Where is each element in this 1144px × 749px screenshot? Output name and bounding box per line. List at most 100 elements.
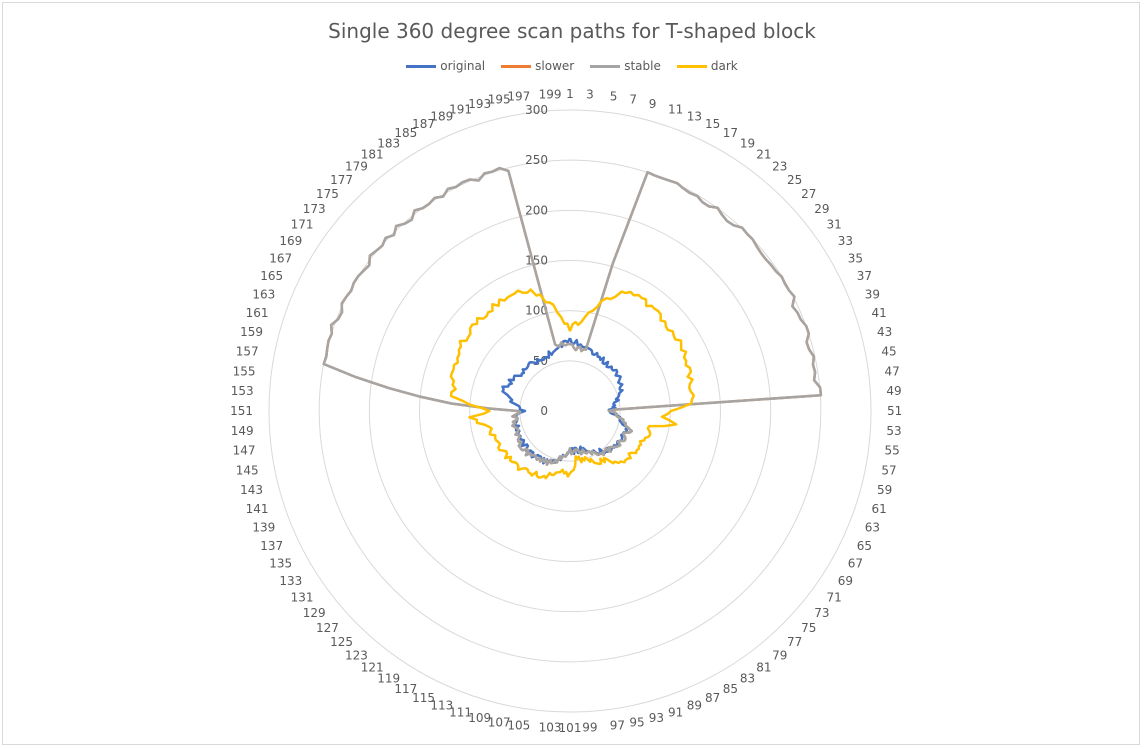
category-tick-label: 171 — [291, 218, 314, 232]
category-tick-label: 13 — [687, 109, 702, 123]
category-tick-label: 155 — [233, 364, 256, 378]
chart-title: Single 360 degree scan paths for T-shape… — [328, 19, 816, 43]
category-tick-label: 69 — [838, 574, 853, 588]
grid-circle — [318, 159, 822, 663]
category-tick-label: 55 — [885, 444, 900, 458]
category-tick-label: 99 — [582, 720, 597, 734]
category-tick-label: 83 — [740, 672, 755, 686]
legend-label-slower: slower — [535, 59, 575, 73]
category-tick-label: 157 — [236, 345, 259, 359]
category-tick-label: 159 — [240, 325, 263, 339]
category-tick-label: 147 — [233, 444, 256, 458]
grid-circle — [268, 109, 872, 713]
legend-label-stable: stable — [624, 59, 661, 73]
category-tick-label: 67 — [848, 557, 863, 571]
category-tick-label: 17 — [723, 126, 738, 140]
category-tick-label: 107 — [488, 715, 511, 729]
category-tick-label: 163 — [252, 287, 275, 301]
category-tick-label: 149 — [231, 424, 254, 438]
category-tick-label: 29 — [814, 202, 829, 216]
category-tick-label: 135 — [269, 557, 292, 571]
category-tick-label: 109 — [468, 711, 491, 725]
legend-swatch-dark — [676, 64, 707, 68]
category-tick-label: 5 — [610, 90, 618, 104]
category-tick-label: 187 — [412, 117, 435, 131]
category-tick-label: 93 — [649, 711, 664, 725]
radial-tick-label: 150 — [525, 254, 548, 268]
category-tick-label: 47 — [885, 364, 900, 378]
category-tick-label: 81 — [756, 661, 771, 675]
category-tick-label: 43 — [877, 325, 892, 339]
category-tick-label: 41 — [872, 306, 887, 320]
legend: original slower stable dark — [3, 59, 1141, 73]
category-tick-label: 137 — [260, 539, 283, 553]
category-tick-label: 105 — [507, 719, 530, 733]
legend-item-original: original — [406, 59, 485, 73]
series-line-slower — [322, 166, 823, 466]
category-tick-label: 183 — [377, 136, 400, 150]
category-tick-label: 143 — [240, 483, 263, 497]
grid-circle — [419, 260, 721, 562]
category-tick-label: 111 — [449, 706, 472, 720]
category-tick-label: 89 — [687, 699, 702, 713]
category-tick-label: 7 — [629, 93, 637, 107]
category-tick-label: 145 — [236, 463, 259, 477]
legend-item-dark: dark — [676, 59, 738, 73]
category-tick-label: 25 — [787, 173, 802, 187]
category-tick-label: 173 — [303, 202, 326, 216]
legend-label-original: original — [440, 59, 486, 73]
category-tick-label: 167 — [269, 251, 292, 265]
category-tick-label: 1 — [566, 87, 574, 101]
grid-circle — [519, 360, 621, 462]
series-line-stable — [322, 166, 823, 466]
legend-label-dark: dark — [710, 59, 738, 73]
legend-item-slower: slower — [501, 59, 574, 73]
category-tick-label: 91 — [668, 706, 683, 720]
category-tick-label: 73 — [814, 606, 829, 620]
category-tick-label: 125 — [330, 635, 353, 649]
category-tick-label: 59 — [877, 483, 892, 497]
category-tick-label: 51 — [887, 404, 902, 418]
category-tick-label: 9 — [649, 97, 657, 111]
legend-swatch-stable — [590, 64, 621, 68]
category-tick-label: 87 — [705, 691, 720, 705]
category-tick-label: 123 — [345, 648, 368, 662]
category-tick-label: 185 — [394, 126, 417, 140]
category-tick-label: 139 — [252, 521, 275, 535]
category-tick-label: 195 — [488, 93, 511, 107]
category-tick-label: 31 — [827, 218, 842, 232]
category-tick-label: 191 — [449, 103, 472, 117]
category-tick-label: 113 — [430, 699, 453, 713]
category-tick-label: 75 — [801, 621, 816, 635]
category-tick-label: 35 — [848, 251, 863, 265]
category-tick-label: 199 — [539, 88, 562, 102]
radial-tick-label: 0 — [540, 404, 548, 418]
category-tick-label: 57 — [881, 463, 896, 477]
legend-swatch-original — [406, 64, 437, 68]
radial-tick-label: 200 — [525, 203, 548, 217]
category-tick-label: 63 — [865, 521, 880, 535]
category-tick-label: 131 — [291, 590, 314, 604]
legend-swatch-slower — [501, 64, 532, 68]
category-tick-label: 95 — [629, 715, 644, 729]
category-tick-label: 21 — [756, 148, 771, 162]
category-tick-label: 117 — [394, 682, 417, 696]
category-tick-label: 3 — [586, 88, 594, 102]
category-tick-label: 61 — [872, 502, 887, 516]
category-tick-label: 119 — [377, 672, 400, 686]
category-tick-label: 103 — [539, 720, 562, 734]
category-tick-label: 181 — [361, 148, 384, 162]
category-tick-label: 79 — [772, 648, 787, 662]
category-tick-label: 133 — [279, 574, 302, 588]
category-tick-label: 101 — [559, 721, 582, 735]
category-tick-label: 177 — [330, 173, 353, 187]
category-tick-label: 49 — [886, 384, 901, 398]
category-tick-label: 65 — [857, 539, 872, 553]
category-tick-label: 165 — [260, 269, 283, 283]
category-tick-label: 153 — [231, 384, 254, 398]
category-tick-label: 161 — [246, 306, 269, 320]
category-tick-label: 15 — [705, 117, 720, 131]
category-tick-label: 129 — [303, 606, 326, 620]
